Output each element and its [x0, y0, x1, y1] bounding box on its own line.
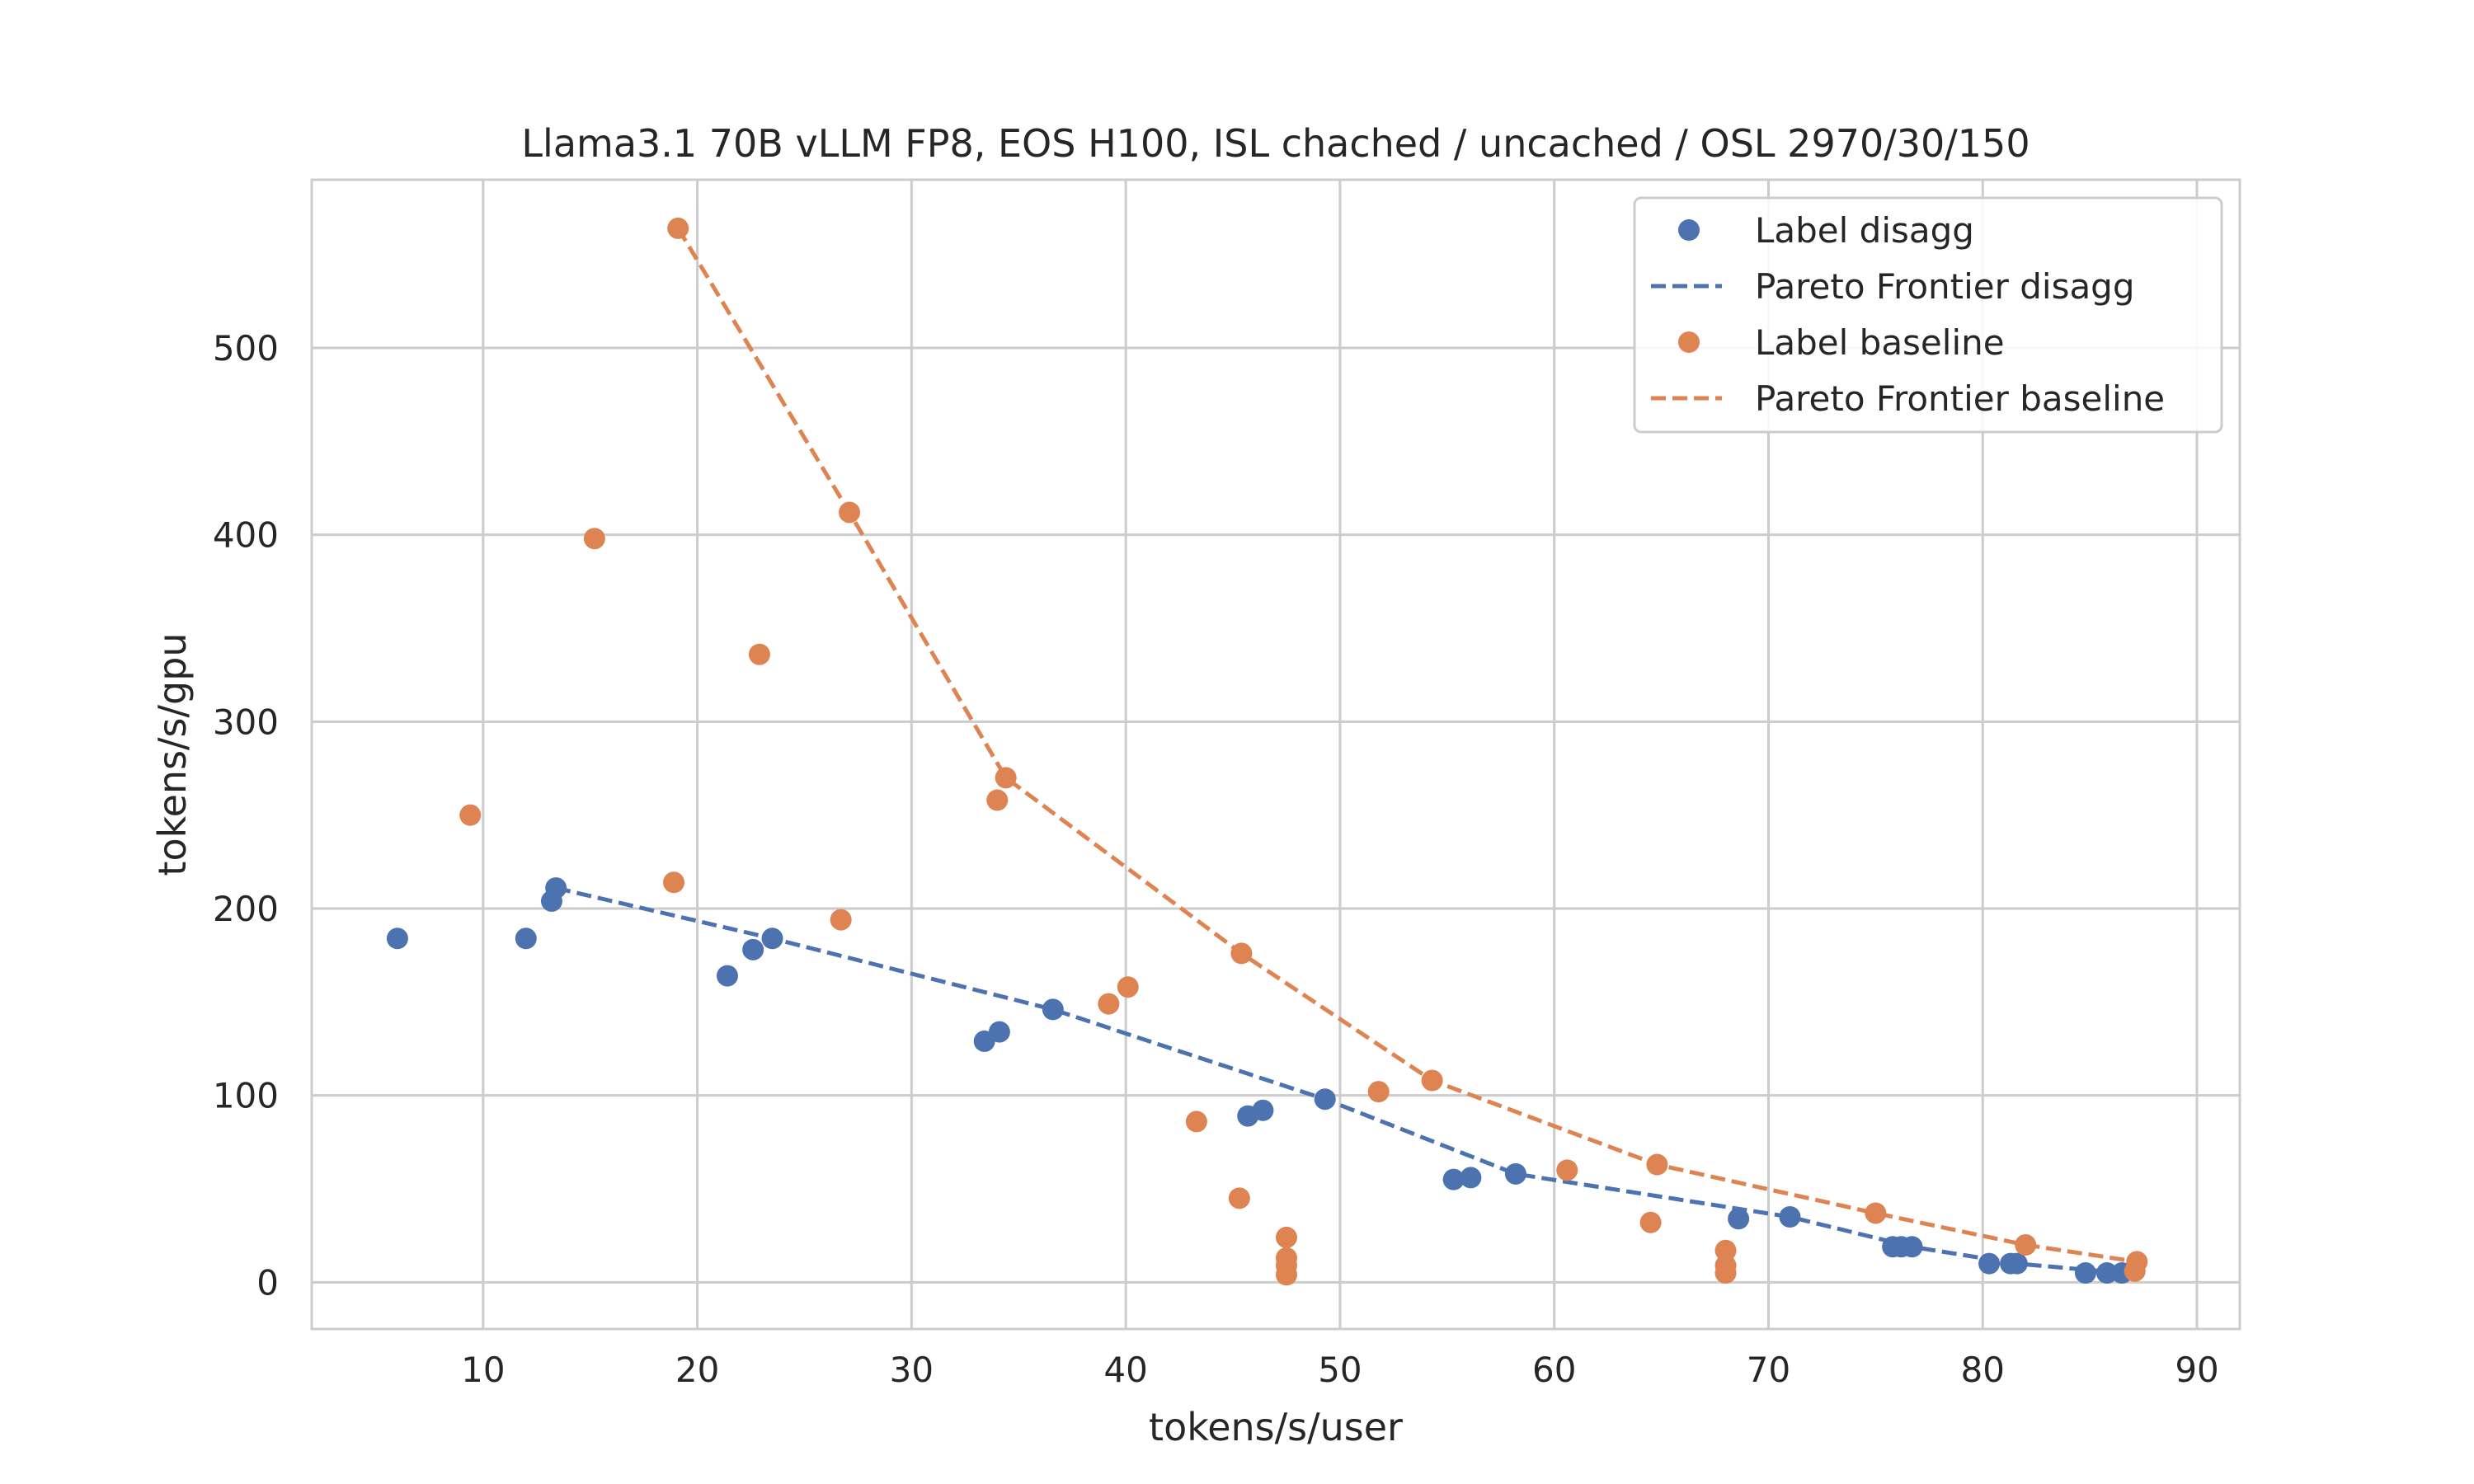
label-baseline-point	[1117, 976, 1139, 998]
y-tick-label: 500	[213, 328, 279, 369]
y-tick-label: 100	[213, 1076, 279, 1116]
label-disagg-point	[1314, 1088, 1336, 1111]
y-tick-label: 300	[213, 702, 279, 742]
label-baseline-point	[1230, 942, 1253, 965]
label-disagg-point	[1460, 1167, 1482, 1189]
label-baseline-point	[1639, 1211, 1662, 1233]
grid	[312, 180, 2240, 1329]
x-tick-label: 50	[1318, 1350, 1362, 1390]
y-tick-label: 400	[213, 515, 279, 556]
tick-labels: 10 20 30 40 50 60 70 80 90 0 100 200 300 400 500	[213, 328, 2219, 1390]
x-tick-label: 80	[1961, 1350, 2005, 1390]
label-disagg-point	[742, 938, 764, 960]
legend-label-baseline-label: Label baseline	[1755, 322, 2005, 363]
label-disagg-point	[545, 877, 567, 899]
label-disagg-point	[1779, 1206, 1801, 1228]
label-baseline-point	[1646, 1153, 1668, 1176]
legend-pareto-frontier-baseline-label: Pareto Frontier baseline	[1755, 378, 2165, 419]
x-tick-label: 40	[1103, 1350, 1147, 1390]
y-tick-label: 200	[213, 889, 279, 929]
label-baseline-point	[830, 909, 852, 931]
label-baseline-point	[1556, 1159, 1578, 1181]
label-baseline-point	[1714, 1262, 1737, 1284]
label-disagg-point	[1442, 1168, 1465, 1190]
x-tick-label: 60	[1532, 1350, 1576, 1390]
y-axis-label: tokens/s/gpu	[150, 632, 195, 876]
label-disagg-point	[988, 1021, 1010, 1043]
label-baseline-point	[1421, 1069, 1443, 1092]
chart-title: Llama3.1 70B vLLM FP8, EOS H100, ISL cha…	[521, 121, 2030, 166]
legend-label-baseline-marker	[1678, 331, 1700, 353]
label-baseline-point	[1275, 1226, 1297, 1248]
y-tick-label: 0	[256, 1262, 279, 1303]
label-disagg-point	[2006, 1252, 2028, 1275]
label-baseline-point	[663, 871, 685, 894]
label-disagg-point	[716, 965, 738, 987]
label-baseline-point	[839, 501, 861, 524]
label-baseline-point	[986, 789, 1009, 811]
legend-label-disagg-marker	[1678, 219, 1700, 241]
x-axis-label: tokens/s/user	[1149, 1405, 1403, 1449]
label-disagg-point	[1042, 998, 1064, 1021]
x-tick-label: 10	[461, 1350, 505, 1390]
x-tick-label: 20	[675, 1350, 719, 1390]
plot-series	[386, 217, 2148, 1286]
label-baseline-point	[1185, 1111, 1207, 1133]
label-baseline-point	[1865, 1202, 1887, 1224]
label-disagg-point	[1504, 1162, 1526, 1185]
label-disagg-point	[1252, 1099, 1274, 1121]
legend-box	[1633, 196, 2223, 434]
label-disagg-point	[386, 928, 408, 950]
plot-frame	[310, 178, 2241, 1331]
label-baseline-point	[995, 767, 1017, 789]
label-disagg-point	[1978, 1252, 2001, 1275]
label-baseline-point	[748, 643, 770, 665]
label-baseline-point	[1098, 993, 1120, 1015]
legend-label-disagg-label: Label disagg	[1755, 210, 1974, 251]
label-baseline-point	[1367, 1081, 1390, 1103]
label-baseline-point	[667, 217, 689, 239]
legend: Label disagg Pareto Frontier disagg Label …	[1633, 196, 2223, 434]
label-baseline-point	[2015, 1234, 2037, 1256]
x-tick-label: 90	[2175, 1350, 2218, 1390]
label-baseline-point	[1228, 1187, 1250, 1209]
x-tick-label: 70	[1747, 1350, 1790, 1390]
label-baseline-point	[459, 804, 482, 826]
label-disagg-point	[761, 928, 783, 950]
label-disagg-point	[2074, 1262, 2096, 1284]
label-baseline-point	[1714, 1239, 1737, 1261]
label-disagg-point	[2095, 1262, 2118, 1284]
label-baseline-point	[583, 528, 605, 550]
x-tick-label: 30	[890, 1350, 934, 1390]
legend-pareto-frontier-disagg-label: Pareto Frontier disagg	[1755, 266, 2135, 307]
label-baseline-point	[1275, 1264, 1297, 1286]
label-disagg-point	[1901, 1236, 1923, 1258]
label-baseline-point	[2124, 1260, 2146, 1282]
label-disagg-point	[515, 928, 537, 950]
label-disagg-point	[1728, 1208, 1750, 1230]
